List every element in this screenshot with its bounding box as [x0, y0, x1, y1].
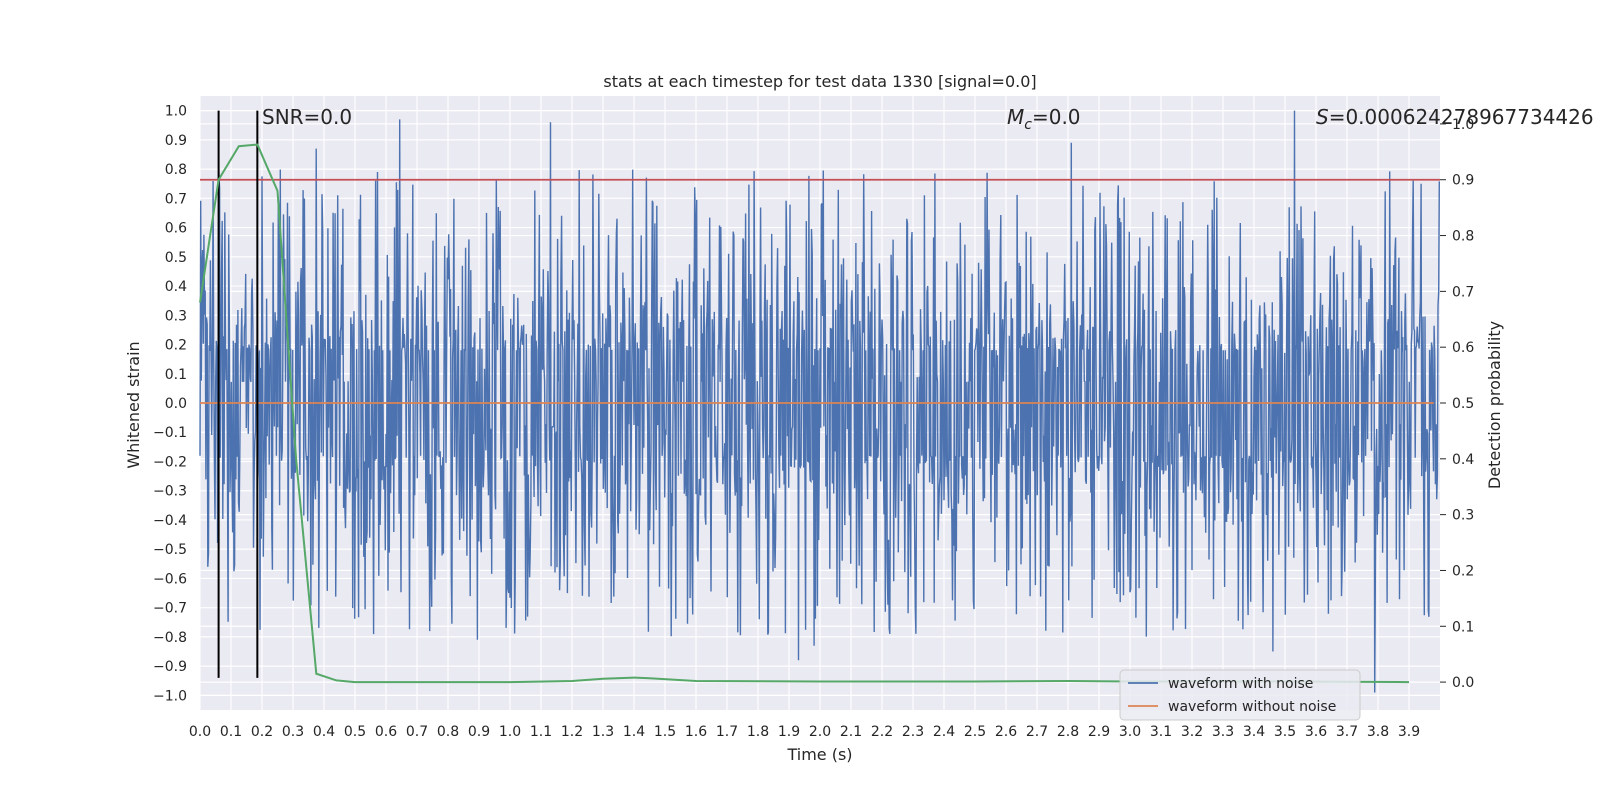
x-tick-label: 1.8 — [747, 724, 769, 740]
y-tick-label: −0.5 — [153, 542, 187, 558]
y2-axis-label: Detection probability — [1485, 321, 1504, 489]
x-tick-label: 0.0 — [189, 724, 211, 740]
curves — [199, 110, 1440, 684]
y2-tick-label: 0.9 — [1452, 173, 1474, 189]
x-tick-label: 1.6 — [685, 724, 707, 740]
x-tick-label: 1.9 — [778, 724, 800, 740]
y-tick-label: 0.3 — [165, 308, 187, 324]
y-tick-label: −0.9 — [153, 659, 187, 675]
y-tick-label: −0.1 — [153, 425, 187, 441]
y2-tick-label: 0.0 — [1452, 675, 1474, 691]
y-axis-ticks: 1.0 0.9 0.8 0.7 0.6 0.5 0.4 0.3 0.2 0.1 0.0 −0.1 −0.… — [153, 104, 187, 705]
x-tick-label: 3.6 — [1305, 724, 1327, 740]
x-tick-label: 0.9 — [468, 724, 490, 740]
y-tick-label: 0.0 — [165, 396, 187, 412]
x-tick-label: 2.0 — [809, 724, 831, 740]
x-tick-label: 2.8 — [1057, 724, 1079, 740]
x-tick-label: 3.2 — [1181, 724, 1203, 740]
y2-tick-label: 0.4 — [1452, 452, 1474, 468]
y2-tick-label: 0.3 — [1452, 508, 1474, 524]
y-tick-label: 0.6 — [165, 221, 187, 237]
x-tick-label: 3.1 — [1150, 724, 1172, 740]
x-tick-label: 0.8 — [437, 724, 459, 740]
x-tick-label: 1.2 — [561, 724, 583, 740]
x-tick-label: 3.7 — [1336, 724, 1358, 740]
x-tick-label: 0.3 — [282, 724, 304, 740]
chirp-mass-annotation: Mc=0.0 — [1007, 105, 1081, 133]
x-tick-label: 3.5 — [1274, 724, 1296, 740]
x-tick-label: 0.4 — [313, 724, 335, 740]
legend-box — [1119, 669, 1361, 721]
x-tick-label: 3.8 — [1367, 724, 1389, 740]
y-tick-label: 0.8 — [165, 162, 187, 178]
y-tick-label: −0.3 — [153, 484, 187, 500]
x-tick-label: 1.4 — [623, 724, 645, 740]
y-tick-label: 0.2 — [165, 338, 187, 354]
y-tick-label: 1.0 — [165, 104, 187, 120]
y2-tick-label: 0.1 — [1452, 619, 1474, 635]
x-tick-label: 1.1 — [530, 724, 552, 740]
x-tick-label: 0.2 — [251, 724, 273, 740]
x-tick-label: 1.7 — [716, 724, 738, 740]
x-axis-label: Time (s) — [786, 745, 852, 764]
y2-tick-label: 0.5 — [1452, 396, 1474, 412]
x-tick-label: 0.6 — [375, 724, 397, 740]
legend: waveform with noise waveform without noi… — [1119, 669, 1361, 721]
x-tick-label: 3.0 — [1119, 724, 1141, 740]
x-tick-label: 1.5 — [654, 724, 676, 740]
legend-label-with-noise: waveform with noise — [1168, 676, 1313, 692]
y-tick-label: −0.8 — [153, 630, 187, 646]
y-tick-label: 0.5 — [165, 250, 187, 266]
y2-tick-label: 1.0 — [1452, 117, 1474, 133]
y2-tick-label: 0.7 — [1452, 284, 1474, 300]
y-tick-label: 0.4 — [165, 279, 187, 295]
x-tick-label: 1.0 — [499, 724, 521, 740]
x-tick-label: 3.4 — [1243, 724, 1265, 740]
y2-axis-ticks: 1.0 0.9 0.8 0.7 0.6 0.5 0.4 0.3 0.2 0.1 0.0 — [1440, 117, 1474, 691]
x-tick-label: 0.1 — [220, 724, 242, 740]
y-tick-label: −0.6 — [153, 571, 187, 587]
x-tick-label: 2.5 — [964, 724, 986, 740]
y-tick-label: −0.2 — [153, 454, 187, 470]
snr-annotation: SNR=0.0 — [262, 105, 352, 129]
x-tick-label: 2.6 — [995, 724, 1017, 740]
y-tick-label: 0.1 — [165, 367, 187, 383]
x-tick-label: 3.9 — [1398, 724, 1420, 740]
x-axis-ticks: 0.0 0.1 0.2 0.3 0.4 0.5 0.6 0.7 0.8 0.9 1.0 1.1 1.2 1… — [189, 724, 1420, 740]
x-tick-label: 0.7 — [406, 724, 428, 740]
y-tick-label: −1.0 — [153, 688, 187, 704]
chart-title: stats at each timestep for test data 133… — [603, 72, 1036, 91]
x-tick-label: 1.3 — [592, 724, 614, 740]
x-tick-label: 2.9 — [1088, 724, 1110, 740]
y2-tick-label: 0.8 — [1452, 229, 1474, 245]
x-tick-label: 2.3 — [902, 724, 924, 740]
detection-probability-line — [199, 143, 1410, 684]
x-tick-label: 3.3 — [1212, 724, 1234, 740]
y-axis-label: Whitened strain — [124, 341, 143, 468]
y-tick-label: 0.7 — [165, 191, 187, 207]
x-tick-label: 0.5 — [344, 724, 366, 740]
y-tick-label: −0.4 — [153, 513, 187, 529]
y2-tick-label: 0.2 — [1452, 563, 1474, 579]
y-tick-label: 0.9 — [165, 133, 187, 149]
x-tick-label: 2.4 — [933, 724, 955, 740]
legend-label-without-noise: waveform without noise — [1168, 699, 1336, 715]
y2-tick-label: 0.6 — [1452, 340, 1474, 356]
y-tick-label: −0.7 — [153, 601, 187, 617]
s-annotation: S=0.000624278967734426 — [1316, 105, 1594, 129]
x-tick-label: 2.1 — [840, 724, 862, 740]
x-tick-label: 2.2 — [871, 724, 893, 740]
x-tick-label: 2.7 — [1026, 724, 1048, 740]
